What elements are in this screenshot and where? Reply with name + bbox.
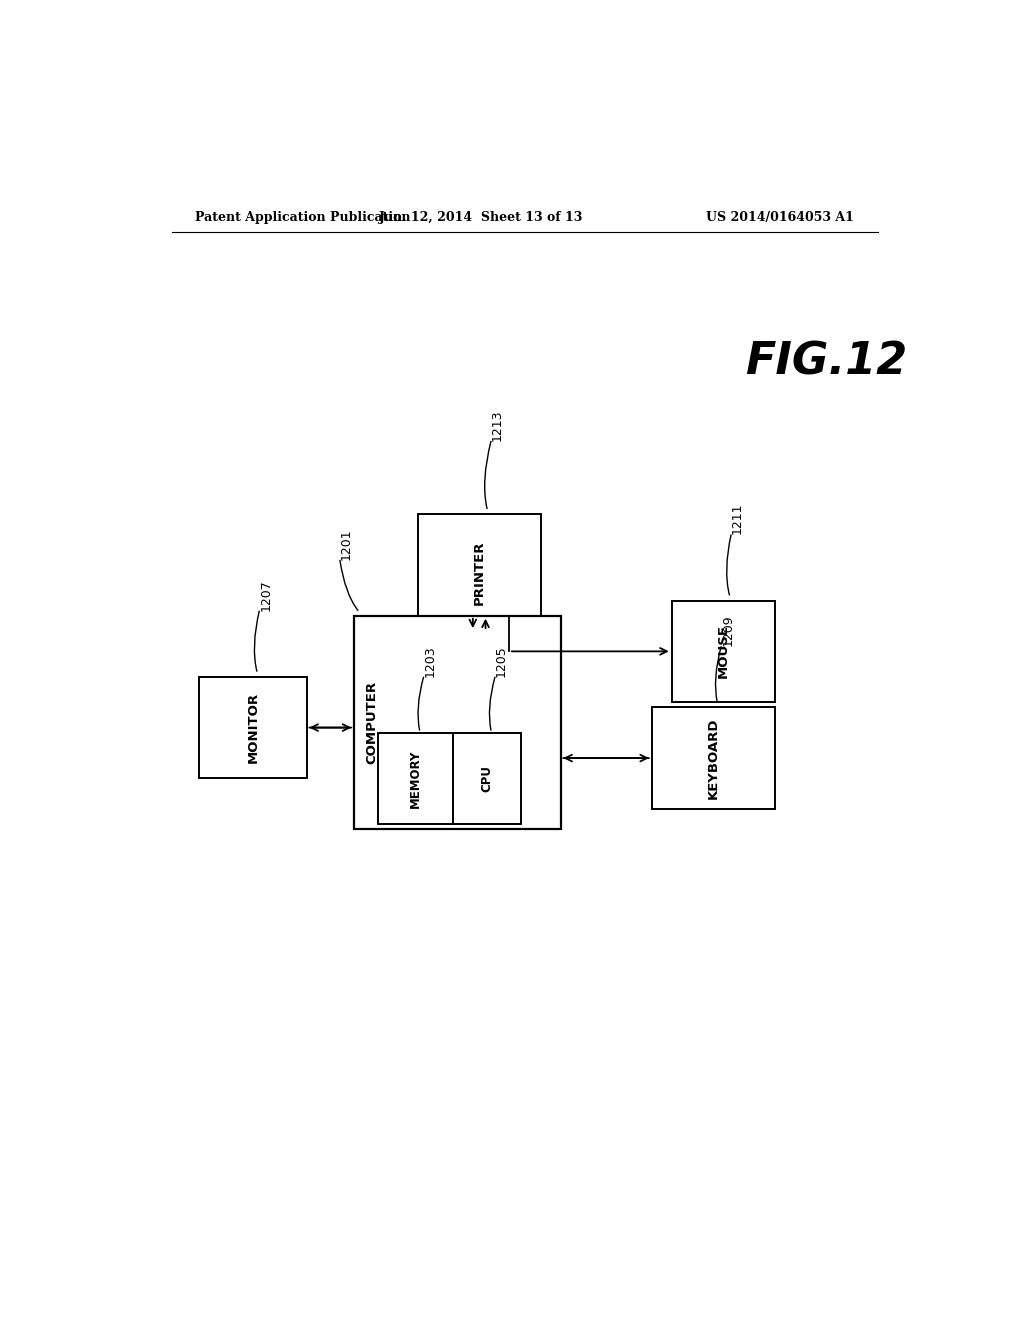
Text: 1209: 1209 bbox=[721, 615, 734, 647]
Text: FIG.12: FIG.12 bbox=[745, 341, 907, 383]
Bar bbox=[378, 733, 454, 824]
Text: 1207: 1207 bbox=[259, 579, 272, 611]
Bar bbox=[354, 615, 560, 829]
Text: KEYBOARD: KEYBOARD bbox=[707, 717, 720, 799]
Text: Jun. 12, 2014  Sheet 13 of 13: Jun. 12, 2014 Sheet 13 of 13 bbox=[379, 211, 584, 224]
Text: Patent Application Publication: Patent Application Publication bbox=[196, 211, 411, 224]
Text: MONITOR: MONITOR bbox=[247, 692, 259, 763]
Text: US 2014/0164053 A1: US 2014/0164053 A1 bbox=[707, 211, 854, 224]
Bar bbox=[200, 677, 306, 779]
Bar bbox=[672, 601, 775, 702]
Text: MOUSE: MOUSE bbox=[717, 624, 730, 678]
Text: 1211: 1211 bbox=[731, 503, 744, 535]
Text: 1203: 1203 bbox=[424, 645, 436, 677]
Text: 1213: 1213 bbox=[492, 409, 504, 441]
Text: CPU: CPU bbox=[480, 764, 494, 792]
Bar bbox=[418, 515, 541, 631]
Text: 1205: 1205 bbox=[495, 645, 508, 677]
Bar bbox=[652, 708, 775, 809]
Text: PRINTER: PRINTER bbox=[473, 540, 485, 605]
Text: MEMORY: MEMORY bbox=[410, 750, 422, 808]
Text: COMPUTER: COMPUTER bbox=[366, 681, 378, 764]
Text: 1201: 1201 bbox=[340, 528, 353, 560]
Bar bbox=[454, 733, 521, 824]
